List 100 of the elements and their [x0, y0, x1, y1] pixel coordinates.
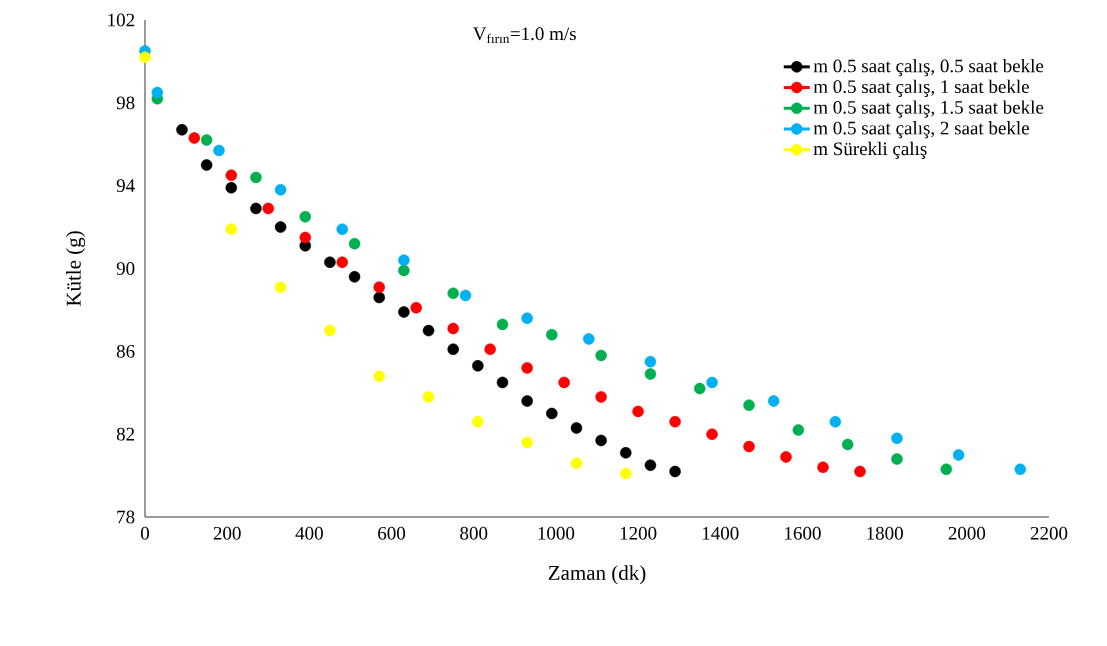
point: [447, 343, 459, 356]
point: [780, 451, 792, 463]
chart-title: V$_{fırın}$=1.0 m/s: [473, 27, 576, 44]
point: [521, 395, 533, 407]
point: [225, 223, 238, 235]
y-tick-label: 86: [116, 344, 135, 358]
x-axis-title: Zaman (dk): [548, 565, 646, 585]
x-tick-label: 800: [460, 526, 488, 540]
x-tick-label: 1800: [867, 526, 903, 540]
point: [521, 312, 533, 324]
point: [620, 447, 632, 459]
x-tick-label: 2000: [948, 526, 986, 540]
point: [644, 355, 657, 368]
x-tick-label: 1400: [702, 526, 739, 540]
point: [952, 449, 965, 461]
point: [336, 223, 348, 235]
point: [484, 343, 496, 356]
point: [841, 438, 854, 451]
point: [225, 181, 238, 194]
point: [373, 281, 385, 293]
point: [213, 144, 225, 157]
point: [188, 132, 201, 144]
point: [373, 291, 385, 304]
point: [817, 461, 829, 474]
point: [336, 256, 348, 269]
x-tick-label: 400: [295, 526, 323, 540]
point: [854, 465, 866, 478]
point: [706, 428, 718, 440]
legend-label: m 0.5 saat çalış, 2 saat bekle: [813, 121, 1029, 139]
point: [693, 382, 706, 395]
point: [348, 237, 361, 250]
point: [546, 407, 558, 420]
point: [743, 399, 755, 411]
point: [151, 86, 164, 99]
point: [743, 440, 755, 453]
point: [225, 169, 238, 182]
point: [583, 333, 595, 345]
point: [558, 376, 570, 389]
point: [1014, 463, 1026, 476]
point: [373, 370, 385, 382]
point: [250, 202, 262, 215]
point: [398, 264, 410, 277]
point: [767, 395, 780, 407]
point: [422, 391, 435, 403]
y-tick-label: 98: [116, 96, 135, 110]
point: [620, 467, 632, 480]
point: [829, 415, 842, 428]
point: [792, 424, 805, 436]
point: [299, 231, 312, 244]
legend-label: m Sürekli çalış: [813, 141, 927, 160]
point: [521, 362, 533, 374]
point: [324, 324, 336, 337]
y-tick-label: 94: [116, 179, 135, 193]
point: [274, 221, 287, 233]
point: [398, 306, 410, 318]
x-tick-label: 0: [140, 526, 150, 540]
point: [324, 256, 336, 269]
point: [274, 281, 287, 293]
point: [940, 463, 953, 476]
point: [521, 436, 533, 449]
point: [644, 368, 657, 380]
point: [472, 415, 484, 428]
y-tick-label: 78: [117, 510, 135, 524]
point: [422, 324, 435, 337]
point: [447, 322, 459, 335]
point: [274, 184, 287, 196]
point: [200, 159, 213, 171]
y-tick-label: 102: [108, 13, 135, 27]
point: [250, 171, 262, 184]
y-tick-label: 82: [116, 427, 135, 441]
legend-label: m 0.5 saat çalış, 0.5 saat bekle: [813, 58, 1044, 77]
point: [348, 271, 361, 283]
point: [570, 422, 583, 434]
point: [398, 254, 410, 266]
point: [200, 134, 213, 146]
point: [595, 391, 607, 403]
point: [570, 457, 583, 469]
point: [595, 434, 607, 447]
point: [496, 318, 509, 331]
point: [595, 349, 607, 362]
point: [891, 432, 903, 445]
point: [299, 210, 312, 223]
point: [472, 360, 484, 372]
point: [176, 124, 188, 136]
point: [669, 415, 681, 428]
legend-label: m 0.5 saat çalış, 1.5 saat bekle: [813, 100, 1044, 118]
point: [139, 51, 151, 64]
x-tick-label: 200: [213, 526, 241, 540]
point: [644, 459, 657, 471]
point: [546, 329, 558, 341]
point: [706, 376, 718, 389]
point: [891, 453, 903, 465]
point: [459, 289, 472, 302]
y-tick-label: 90: [116, 262, 135, 275]
x-tick-label: 1000: [538, 526, 575, 540]
x-tick-label: 1200: [620, 526, 657, 540]
point: [447, 287, 459, 300]
x-tick-label: 2200: [1030, 526, 1068, 540]
legend-label: m 0.5 saat çalış, 1 saat bekle: [813, 79, 1029, 97]
point: [496, 376, 509, 389]
